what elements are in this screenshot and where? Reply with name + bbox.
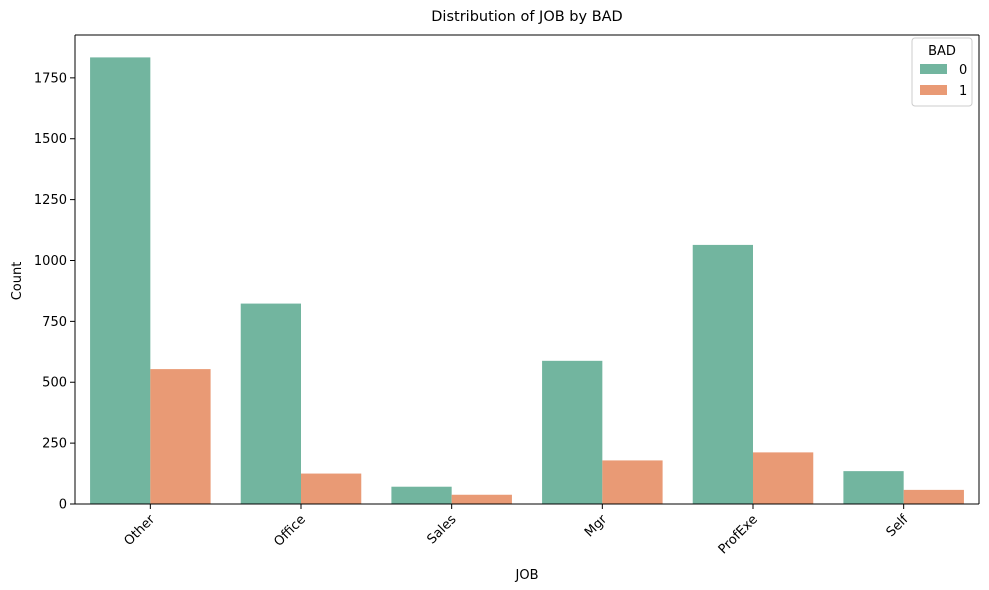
x-tick-label: Other xyxy=(121,512,158,549)
y-tick-label: 1250 xyxy=(34,193,67,208)
bar-sales-bad-1 xyxy=(451,494,512,504)
x-tick-label: Self xyxy=(884,512,912,540)
bar-profexe-bad-0 xyxy=(692,244,753,504)
y-tick-label: 1000 xyxy=(34,254,67,269)
chart-title: Distribution of JOB by BAD xyxy=(431,9,622,25)
bar-other-bad-1 xyxy=(150,369,211,504)
legend-swatch-1 xyxy=(920,85,947,95)
bar-self-bad-0 xyxy=(843,471,904,504)
x-tick-label: Mgr xyxy=(582,512,611,541)
y-tick-label: 500 xyxy=(42,376,67,391)
y-tick-label: 1500 xyxy=(34,132,67,147)
legend-swatch-0 xyxy=(920,64,947,74)
x-tick-label: Office xyxy=(271,512,308,549)
bar-mgr-bad-0 xyxy=(542,360,603,504)
legend-label-1: 1 xyxy=(959,84,967,99)
legend-title: BAD xyxy=(928,44,956,59)
x-axis: Other Office Sales Mgr ProfExe Self xyxy=(121,504,912,557)
legend-label-0: 0 xyxy=(959,63,967,78)
bar-office-bad-1 xyxy=(301,473,362,504)
bar-office-bad-0 xyxy=(240,303,301,504)
y-axis: 0 250 500 750 1000 1250 1500 1750 xyxy=(34,71,75,513)
y-tick-label: 750 xyxy=(42,315,67,330)
plot-area xyxy=(74,34,980,505)
bar-profexe-bad-1 xyxy=(753,452,814,504)
x-tick-label: ProfExe xyxy=(716,512,761,557)
bar-mgr-bad-1 xyxy=(602,460,663,504)
x-axis-label: JOB xyxy=(515,568,539,583)
bar-self-bad-1 xyxy=(903,489,964,504)
y-axis-label: Count xyxy=(10,262,25,301)
x-tick-label: Sales xyxy=(424,512,459,547)
y-tick-label: 0 xyxy=(59,498,67,513)
y-tick-label: 1750 xyxy=(34,71,67,86)
y-tick-label: 250 xyxy=(42,437,67,452)
bar-other-bad-0 xyxy=(90,57,151,505)
bar-sales-bad-0 xyxy=(391,486,452,504)
